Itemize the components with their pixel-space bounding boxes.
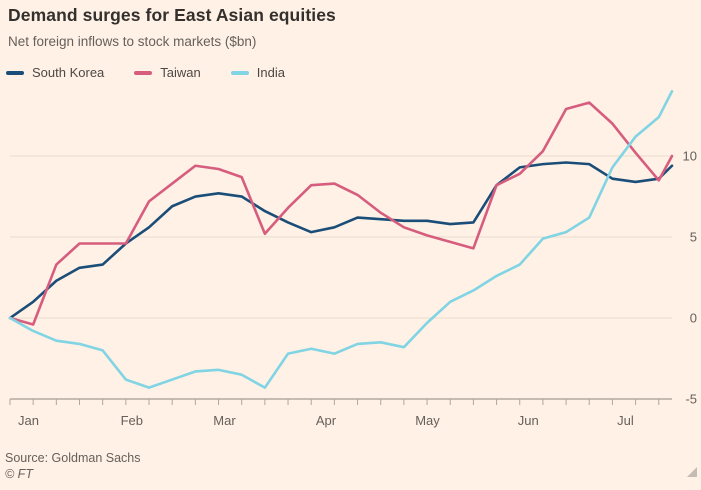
legend: South Korea Taiwan India	[6, 65, 285, 80]
page-subtitle: Net foreign inflows to stock markets ($b…	[8, 34, 257, 49]
legend-label-taiwan: Taiwan	[160, 65, 201, 80]
month-label: May	[415, 413, 440, 428]
series-line-south-korea	[8, 161, 674, 320]
legend-item-taiwan: Taiwan	[134, 65, 201, 80]
month-label: Mar	[213, 413, 236, 428]
india-line-swatch-icon	[230, 70, 249, 75]
legend-label-india: India	[256, 65, 285, 80]
legend-item-south-korea: South Korea	[6, 65, 104, 80]
resize-handle-icon	[687, 467, 697, 477]
month-label: Apr	[316, 413, 337, 428]
month-label: Jan	[18, 413, 39, 428]
south-korea-line-swatch-icon	[6, 70, 24, 75]
month-label: Jun	[518, 413, 539, 428]
series-line-taiwan	[8, 101, 674, 326]
y-tick-label: 5	[690, 230, 697, 245]
taiwan-line-swatch-icon	[134, 70, 153, 75]
ft-copyright: © FT	[5, 467, 33, 481]
legend-item-india: India	[230, 65, 285, 80]
month-label: Feb	[121, 413, 143, 428]
y-tick-label: 10	[683, 149, 697, 164]
y-tick-label: 0	[690, 311, 697, 326]
series-line-india	[8, 89, 674, 389]
page-title: Demand surges for East Asian equities	[8, 5, 336, 25]
legend-label-south-korea: South Korea	[32, 65, 105, 80]
y-tick-label: -5	[685, 392, 697, 407]
month-label: Jul	[617, 413, 634, 428]
source-label: Source: Goldman Sachs	[5, 451, 141, 465]
